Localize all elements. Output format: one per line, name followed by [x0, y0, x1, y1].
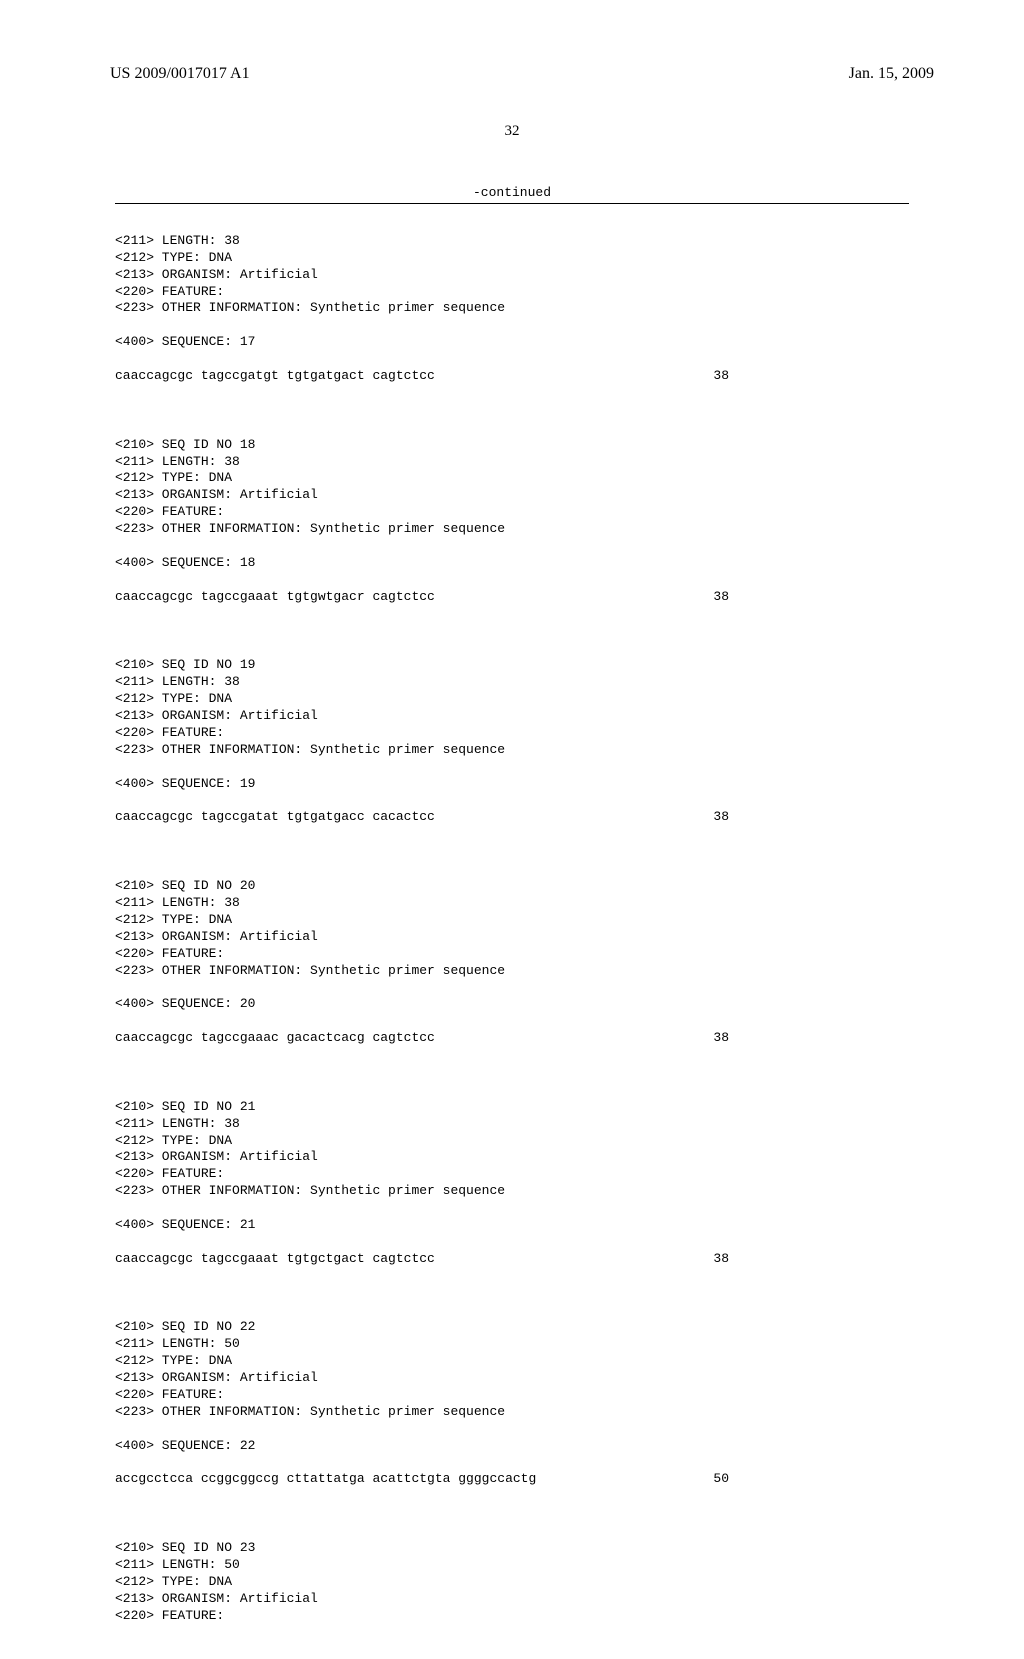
seq-meta: <212> TYPE: DNA — [115, 250, 232, 265]
sequence-text: caaccagcgc tagccgaaat tgtgctgact cagtctc… — [115, 1251, 435, 1268]
seq-meta: <211> LENGTH: 38 — [115, 1116, 240, 1131]
seq-meta: <212> TYPE: DNA — [115, 1353, 232, 1368]
sequence-length: 38 — [713, 1030, 909, 1047]
sequence-length: 50 — [713, 1471, 909, 1488]
seq-meta: <223> OTHER INFORMATION: Synthetic prime… — [115, 1404, 505, 1419]
seq-meta: <220> FEATURE: — [115, 1166, 224, 1181]
seq-meta: <210> SEQ ID NO 21 — [115, 1099, 255, 1114]
seq-meta: <212> TYPE: DNA — [115, 1574, 232, 1589]
seq-label: <400> SEQUENCE: 21 — [115, 1217, 255, 1232]
seq-meta: <211> LENGTH: 50 — [115, 1557, 240, 1572]
seq-meta: <223> OTHER INFORMATION: Synthetic prime… — [115, 300, 505, 315]
seq-meta: <223> OTHER INFORMATION: Synthetic prime… — [115, 521, 505, 536]
sequence-row: caaccagcgc tagccgatgt tgtgatgact cagtctc… — [115, 368, 909, 385]
sequence-row: caaccagcgc tagccgaaat tgtgctgact cagtctc… — [115, 1251, 909, 1268]
seq-meta: <211> LENGTH: 38 — [115, 895, 240, 910]
seq-label: <400> SEQUENCE: 20 — [115, 996, 255, 1011]
sequence-length: 38 — [713, 809, 909, 826]
seq-meta: <220> FEATURE: — [115, 725, 224, 740]
seq-meta: <220> FEATURE: — [115, 1387, 224, 1402]
sequence-block-17: <211> LENGTH: 38 <212> TYPE: DNA <213> O… — [115, 233, 909, 402]
sequence-block-22: <210> SEQ ID NO 22 <211> LENGTH: 50 <212… — [115, 1319, 909, 1505]
continued-label: -continued — [0, 185, 1024, 200]
seq-meta: <211> LENGTH: 38 — [115, 674, 240, 689]
seq-meta: <210> SEQ ID NO 20 — [115, 878, 255, 893]
page-header: US 2009/0017017 A1 Jan. 15, 2009 — [0, 0, 1024, 83]
seq-meta: <212> TYPE: DNA — [115, 912, 232, 927]
publication-date: Jan. 15, 2009 — [849, 65, 934, 83]
sequence-row: caaccagcgc tagccgaaat tgtgwtgacr cagtctc… — [115, 589, 909, 606]
sequence-text: caaccagcgc tagccgatat tgtgatgacc cacactc… — [115, 809, 435, 826]
seq-meta: <223> OTHER INFORMATION: Synthetic prime… — [115, 1183, 505, 1198]
seq-meta: <213> ORGANISM: Artificial — [115, 708, 318, 723]
seq-meta: <211> LENGTH: 38 — [115, 233, 240, 248]
seq-label: <400> SEQUENCE: 22 — [115, 1438, 255, 1453]
document-number: US 2009/0017017 A1 — [110, 65, 250, 83]
sequence-row: caaccagcgc tagccgatat tgtgatgacc cacactc… — [115, 809, 909, 826]
seq-meta: <212> TYPE: DNA — [115, 691, 232, 706]
sequence-block-18: <210> SEQ ID NO 18 <211> LENGTH: 38 <212… — [115, 437, 909, 623]
sequence-block-23: <210> SEQ ID NO 23 <211> LENGTH: 50 <212… — [115, 1540, 909, 1624]
seq-meta: <213> ORGANISM: Artificial — [115, 267, 318, 282]
sequence-row: accgcctcca ccggcggccg cttattatga acattct… — [115, 1471, 909, 1488]
seq-meta: <212> TYPE: DNA — [115, 470, 232, 485]
sequence-length: 38 — [713, 1251, 909, 1268]
seq-meta: <211> LENGTH: 38 — [115, 454, 240, 469]
seq-meta: <210> SEQ ID NO 18 — [115, 437, 255, 452]
seq-label: <400> SEQUENCE: 18 — [115, 555, 255, 570]
seq-meta: <223> OTHER INFORMATION: Synthetic prime… — [115, 742, 505, 757]
sequence-row: caaccagcgc tagccgaaac gacactcacg cagtctc… — [115, 1030, 909, 1047]
seq-meta: <220> FEATURE: — [115, 504, 224, 519]
seq-meta: <213> ORGANISM: Artificial — [115, 1370, 318, 1385]
seq-label: <400> SEQUENCE: 17 — [115, 334, 255, 349]
seq-meta: <220> FEATURE: — [115, 1608, 224, 1623]
sequence-block-20: <210> SEQ ID NO 20 <211> LENGTH: 38 <212… — [115, 878, 909, 1064]
sequence-block-21: <210> SEQ ID NO 21 <211> LENGTH: 38 <212… — [115, 1099, 909, 1285]
seq-meta: <212> TYPE: DNA — [115, 1133, 232, 1148]
sequence-length: 38 — [713, 589, 909, 606]
sequence-length: 38 — [713, 368, 909, 385]
sequence-block-19: <210> SEQ ID NO 19 <211> LENGTH: 38 <212… — [115, 657, 909, 843]
sequence-text: caaccagcgc tagccgaaat tgtgwtgacr cagtctc… — [115, 589, 435, 606]
seq-meta: <210> SEQ ID NO 19 — [115, 657, 255, 672]
seq-label: <400> SEQUENCE: 19 — [115, 776, 255, 791]
page-number: 32 — [0, 123, 1024, 140]
sequence-text: caaccagcgc tagccgaaac gacactcacg cagtctc… — [115, 1030, 435, 1047]
seq-meta: <220> FEATURE: — [115, 284, 224, 299]
sequence-listing-content: <211> LENGTH: 38 <212> TYPE: DNA <213> O… — [0, 204, 1024, 1659]
seq-meta: <213> ORGANISM: Artificial — [115, 1591, 318, 1606]
seq-meta: <213> ORGANISM: Artificial — [115, 487, 318, 502]
sequence-text: accgcctcca ccggcggccg cttattatga acattct… — [115, 1471, 536, 1488]
seq-meta: <211> LENGTH: 50 — [115, 1336, 240, 1351]
seq-meta: <213> ORGANISM: Artificial — [115, 1149, 318, 1164]
sequence-text: caaccagcgc tagccgatgt tgtgatgact cagtctc… — [115, 368, 435, 385]
seq-meta: <210> SEQ ID NO 22 — [115, 1319, 255, 1334]
seq-meta: <223> OTHER INFORMATION: Synthetic prime… — [115, 963, 505, 978]
seq-meta: <210> SEQ ID NO 23 — [115, 1540, 255, 1555]
seq-meta: <213> ORGANISM: Artificial — [115, 929, 318, 944]
seq-meta: <220> FEATURE: — [115, 946, 224, 961]
